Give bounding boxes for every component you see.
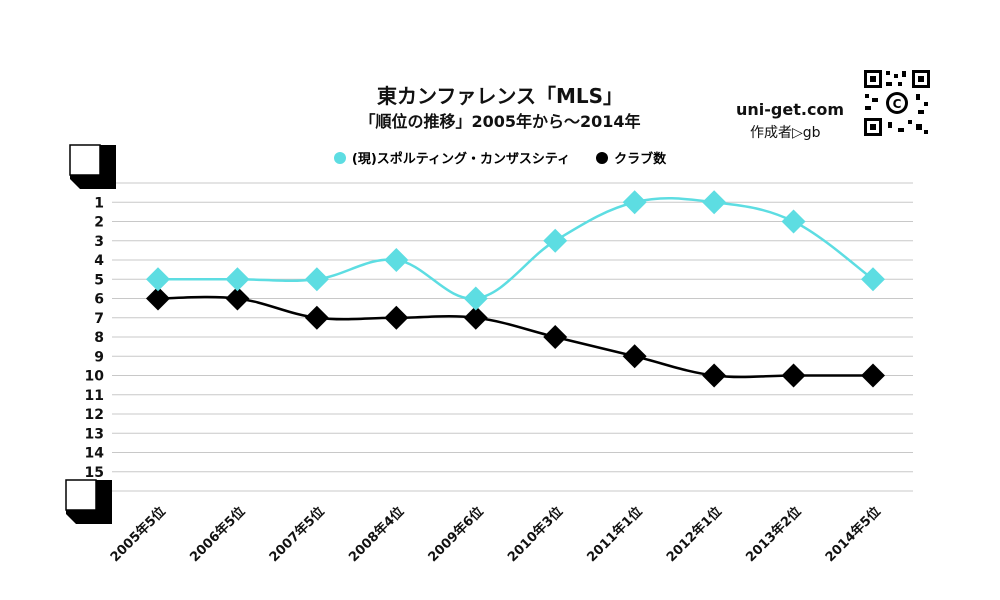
y-tick-label: 8 xyxy=(94,330,104,346)
data-point-clubs xyxy=(304,305,329,330)
y-tick-label: 11 xyxy=(85,388,104,404)
data-point-clubs xyxy=(861,363,885,388)
y-tick-label: 3 xyxy=(94,234,104,250)
data-point-clubs xyxy=(622,344,647,369)
y-tick-label: 13 xyxy=(85,426,104,442)
y-tick-label: 10 xyxy=(85,369,105,385)
data-point-team xyxy=(225,267,250,292)
corner-decoration-top xyxy=(69,144,116,189)
data-point-clubs xyxy=(702,363,727,388)
x-tick-label: 2010年3位 xyxy=(504,504,566,566)
y-tick-label: 4 xyxy=(94,253,104,269)
y-tick-label: 5 xyxy=(94,272,104,288)
x-tick-label: 2008年4位 xyxy=(345,504,407,566)
legend: (現)スポルティング・カンザスシティ クラブ数 xyxy=(0,148,1000,167)
svg-text:C: C xyxy=(893,97,902,111)
x-tick-label: 2009年6位 xyxy=(425,504,487,566)
legend-marker-team xyxy=(333,151,346,164)
data-point-team xyxy=(861,267,885,292)
legend-item-team: (現)スポルティング・カンザスシティ xyxy=(333,148,571,167)
data-point-clubs xyxy=(225,286,250,311)
corner-decoration-bottom xyxy=(65,479,112,524)
site-name: uni-get.com xyxy=(736,100,845,119)
legend-label-clubs: クラブ数 xyxy=(614,152,667,167)
chart-title: 東カンファレンス「MLS」 xyxy=(376,84,624,108)
y-tick-label: 1 xyxy=(94,195,104,211)
series-line-clubs xyxy=(157,295,873,379)
series-line-team xyxy=(158,197,874,300)
data-point-clubs xyxy=(781,363,806,388)
y-tick-label: 7 xyxy=(94,311,104,327)
qr-code-icon: C xyxy=(862,68,932,138)
y-tick-label: 9 xyxy=(94,349,104,365)
x-tick-label: 2006年5位 xyxy=(187,504,249,566)
data-point-team xyxy=(622,190,647,215)
data-point-clubs xyxy=(463,305,488,330)
data-point-team xyxy=(463,286,488,311)
data-point-clubs xyxy=(543,325,568,349)
y-tick-label: 2 xyxy=(94,215,104,231)
x-tick-label: 2005年5位 xyxy=(107,504,169,566)
legend-label-team: (現)スポルティング・カンザスシティ xyxy=(351,152,571,167)
author-credit: 作成者▷gb xyxy=(750,125,821,141)
y-tick-label: 6 xyxy=(94,292,104,308)
data-point-clubs xyxy=(146,286,170,311)
x-tick-label: 2007年5位 xyxy=(266,504,328,566)
chart-subtitle: 「順位の推移」2005年から～2014年 xyxy=(359,112,641,131)
x-tick-label: 2012年1位 xyxy=(663,504,725,566)
data-point-team xyxy=(304,267,329,292)
legend-item-clubs: クラブ数 xyxy=(596,148,666,167)
y-tick-label: 15 xyxy=(85,465,104,481)
data-point-team xyxy=(146,267,170,292)
data-point-clubs xyxy=(384,305,409,330)
data-point-team xyxy=(384,248,409,272)
y-tick-label: 12 xyxy=(85,407,104,423)
data-point-team xyxy=(781,209,806,234)
x-tick-label: 2013年2位 xyxy=(743,504,805,566)
y-tick-label: 14 xyxy=(85,446,105,462)
data-point-team xyxy=(543,228,568,253)
x-tick-label: 2014年5位 xyxy=(822,504,884,566)
data-point-team xyxy=(702,190,727,215)
legend-marker-clubs xyxy=(596,151,609,164)
x-tick-label: 2011年1位 xyxy=(584,504,646,566)
